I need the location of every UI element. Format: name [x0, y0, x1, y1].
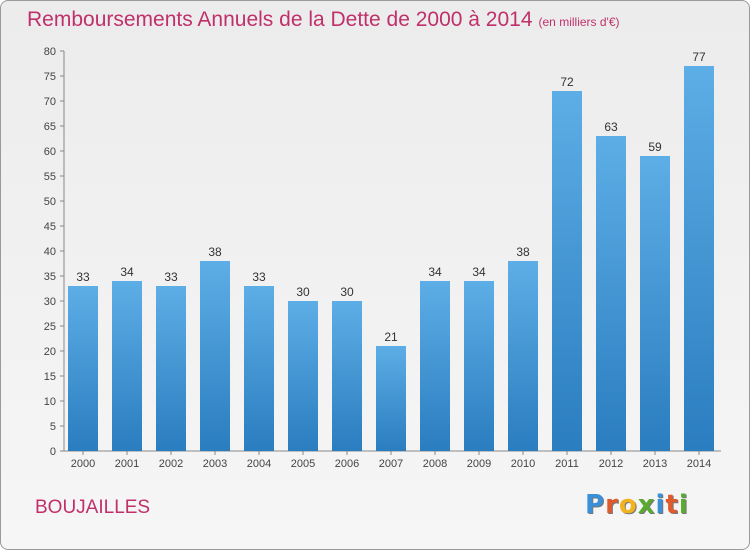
y-tick-label: 65	[44, 121, 56, 133]
data-label: 38	[208, 245, 222, 259]
y-tick-label: 5	[50, 421, 56, 433]
y-tick-label: 10	[44, 396, 56, 408]
data-label: 38	[516, 245, 530, 259]
data-label: 77	[692, 50, 706, 64]
x-tick-label: 2005	[291, 458, 315, 470]
x-tick-label: 2008	[423, 458, 447, 470]
data-label: 72	[560, 75, 574, 89]
y-tick-label: 25	[44, 321, 56, 333]
chart-title-text: Remboursements Annuels de la Dette de 20…	[27, 8, 533, 31]
y-tick-label: 60	[44, 146, 56, 158]
bars	[68, 66, 714, 451]
y-tick-label: 0	[50, 446, 56, 458]
chart-title: Remboursements Annuels de la Dette de 20…	[27, 8, 620, 32]
x-tick-label: 2011	[555, 458, 579, 470]
bar-2005	[288, 301, 318, 451]
data-label: 34	[428, 265, 442, 279]
bar-2009	[464, 281, 494, 451]
data-label: 33	[76, 270, 90, 284]
x-tick-label: 2000	[71, 458, 95, 470]
y-tick-label: 20	[44, 346, 56, 358]
bar-2006	[332, 301, 362, 451]
y-tick-label: 70	[44, 96, 56, 108]
y-tick-label: 75	[44, 71, 56, 83]
y-tick-label: 30	[44, 296, 56, 308]
x-tick-label: 2001	[115, 458, 139, 470]
labels: 0 5 10 15 20 25 30 35 40 45 50 55 60 65 70 75 80 33 2000 34…	[44, 46, 711, 470]
data-label: 59	[648, 140, 662, 154]
y-tick-label: 50	[44, 196, 56, 208]
y-tick-label: 55	[44, 171, 56, 183]
x-tick-label: 2004	[247, 458, 271, 470]
data-label: 30	[296, 285, 310, 299]
x-tick-label: 2006	[335, 458, 359, 470]
bar-2014	[684, 66, 714, 451]
bar-2012	[596, 136, 626, 451]
x-tick-label: 2013	[643, 458, 667, 470]
y-tick-label: 45	[44, 221, 56, 233]
data-label: 30	[340, 285, 354, 299]
x-tick-label: 2014	[687, 458, 711, 470]
data-label: 33	[252, 270, 266, 284]
data-label: 34	[472, 265, 486, 279]
chart-unit-label: (en milliers d'€)	[538, 15, 620, 29]
bar-2008	[420, 281, 450, 451]
bar-2002	[156, 286, 186, 451]
y-tick-label: 35	[44, 271, 56, 283]
proxiti-logo: Proxiti	[585, 490, 689, 520]
data-label: 33	[164, 270, 178, 284]
x-tick-label: 2003	[203, 458, 227, 470]
bar-2010	[508, 261, 538, 451]
x-tick-label: 2002	[159, 458, 183, 470]
data-label: 63	[604, 120, 618, 134]
commune-name: BOUJAILLES	[35, 497, 151, 518]
bar-2011	[552, 91, 582, 451]
bar-2007	[376, 346, 406, 451]
bar-2004	[244, 286, 274, 451]
y-tick-label: 80	[44, 46, 56, 58]
y-tick-label: 15	[44, 371, 56, 383]
bar-2003	[200, 261, 230, 451]
bar-2013	[640, 156, 670, 451]
x-tick-label: 2010	[511, 458, 535, 470]
x-tick-label: 2007	[379, 458, 403, 470]
data-label: 34	[120, 265, 134, 279]
data-label: 21	[384, 330, 398, 344]
y-tick-label: 40	[44, 246, 56, 258]
bar-2001	[112, 281, 142, 451]
x-tick-label: 2009	[467, 458, 491, 470]
bar-2000	[68, 286, 98, 451]
x-tick-label: 2012	[599, 458, 623, 470]
